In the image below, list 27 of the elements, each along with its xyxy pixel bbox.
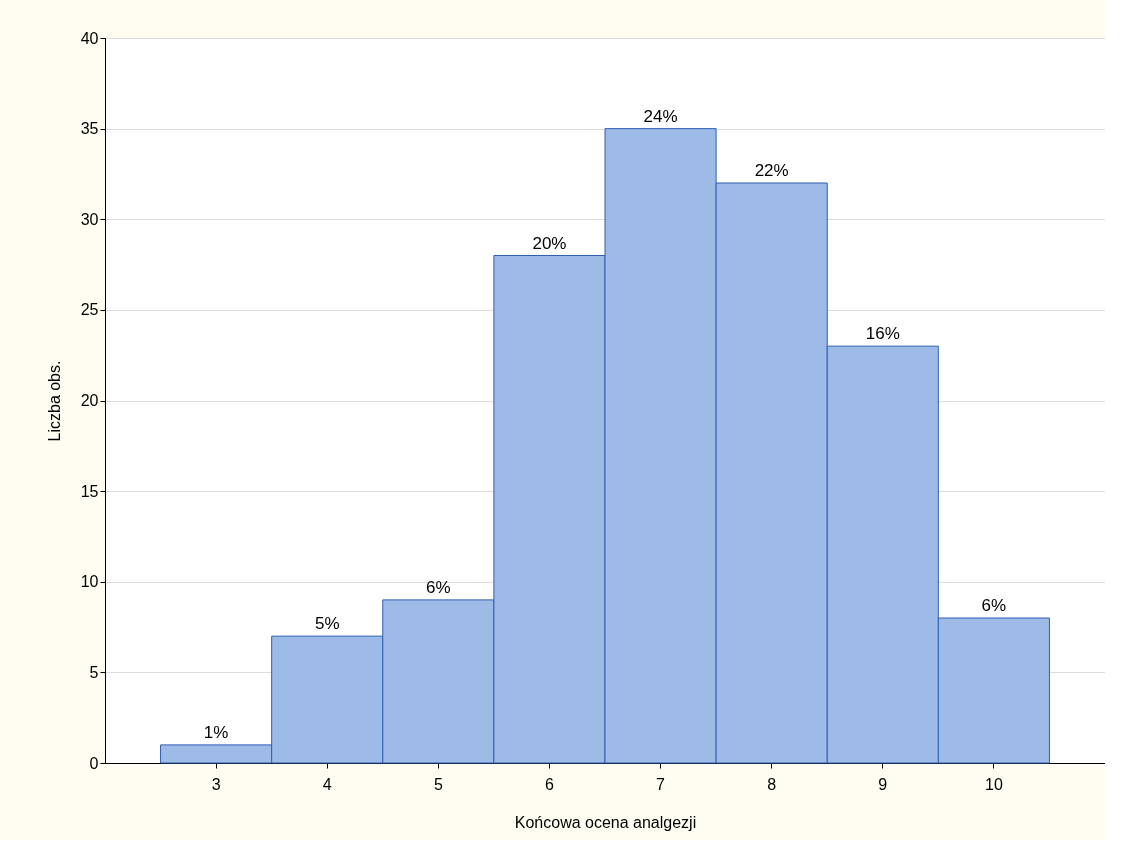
x-tick-label: 7 [656, 775, 666, 793]
y-tick-label: 30 [80, 210, 99, 228]
y-tick-label: 15 [80, 482, 99, 500]
x-tick-label: 10 [984, 775, 1003, 793]
y-tick-label: 5 [89, 663, 99, 681]
y-tick-label: 20 [80, 392, 99, 409]
y-tick-label: 10 [80, 573, 99, 591]
annotation: 22% [754, 161, 789, 180]
annotation: 6% [981, 596, 1007, 615]
annotation: 24% [643, 106, 678, 126]
annotation: 20% [532, 233, 567, 253]
y-tick-label: 25 [80, 301, 99, 319]
x-tick-label: 5 [433, 775, 443, 793]
y-tick-label: 35 [80, 120, 99, 138]
annotation: 6% [426, 577, 451, 597]
x-tick-label: 6 [544, 775, 554, 793]
x-tick-label: 8 [767, 775, 777, 793]
x-tick-label: 3 [211, 775, 221, 793]
x-tick-label: 4 [322, 775, 332, 793]
y-axis-title: Liczba obs. [45, 360, 63, 442]
x-axis-title: Końcowa ocena analgezji [514, 813, 697, 831]
annotation: 1% [203, 722, 229, 742]
x-tick-label: 9 [878, 775, 888, 793]
y-tick-label: 0 [89, 754, 99, 772]
annotation: 5% [314, 614, 340, 634]
y-tick-label: 40 [80, 29, 99, 47]
annotation: 16% [865, 324, 900, 344]
